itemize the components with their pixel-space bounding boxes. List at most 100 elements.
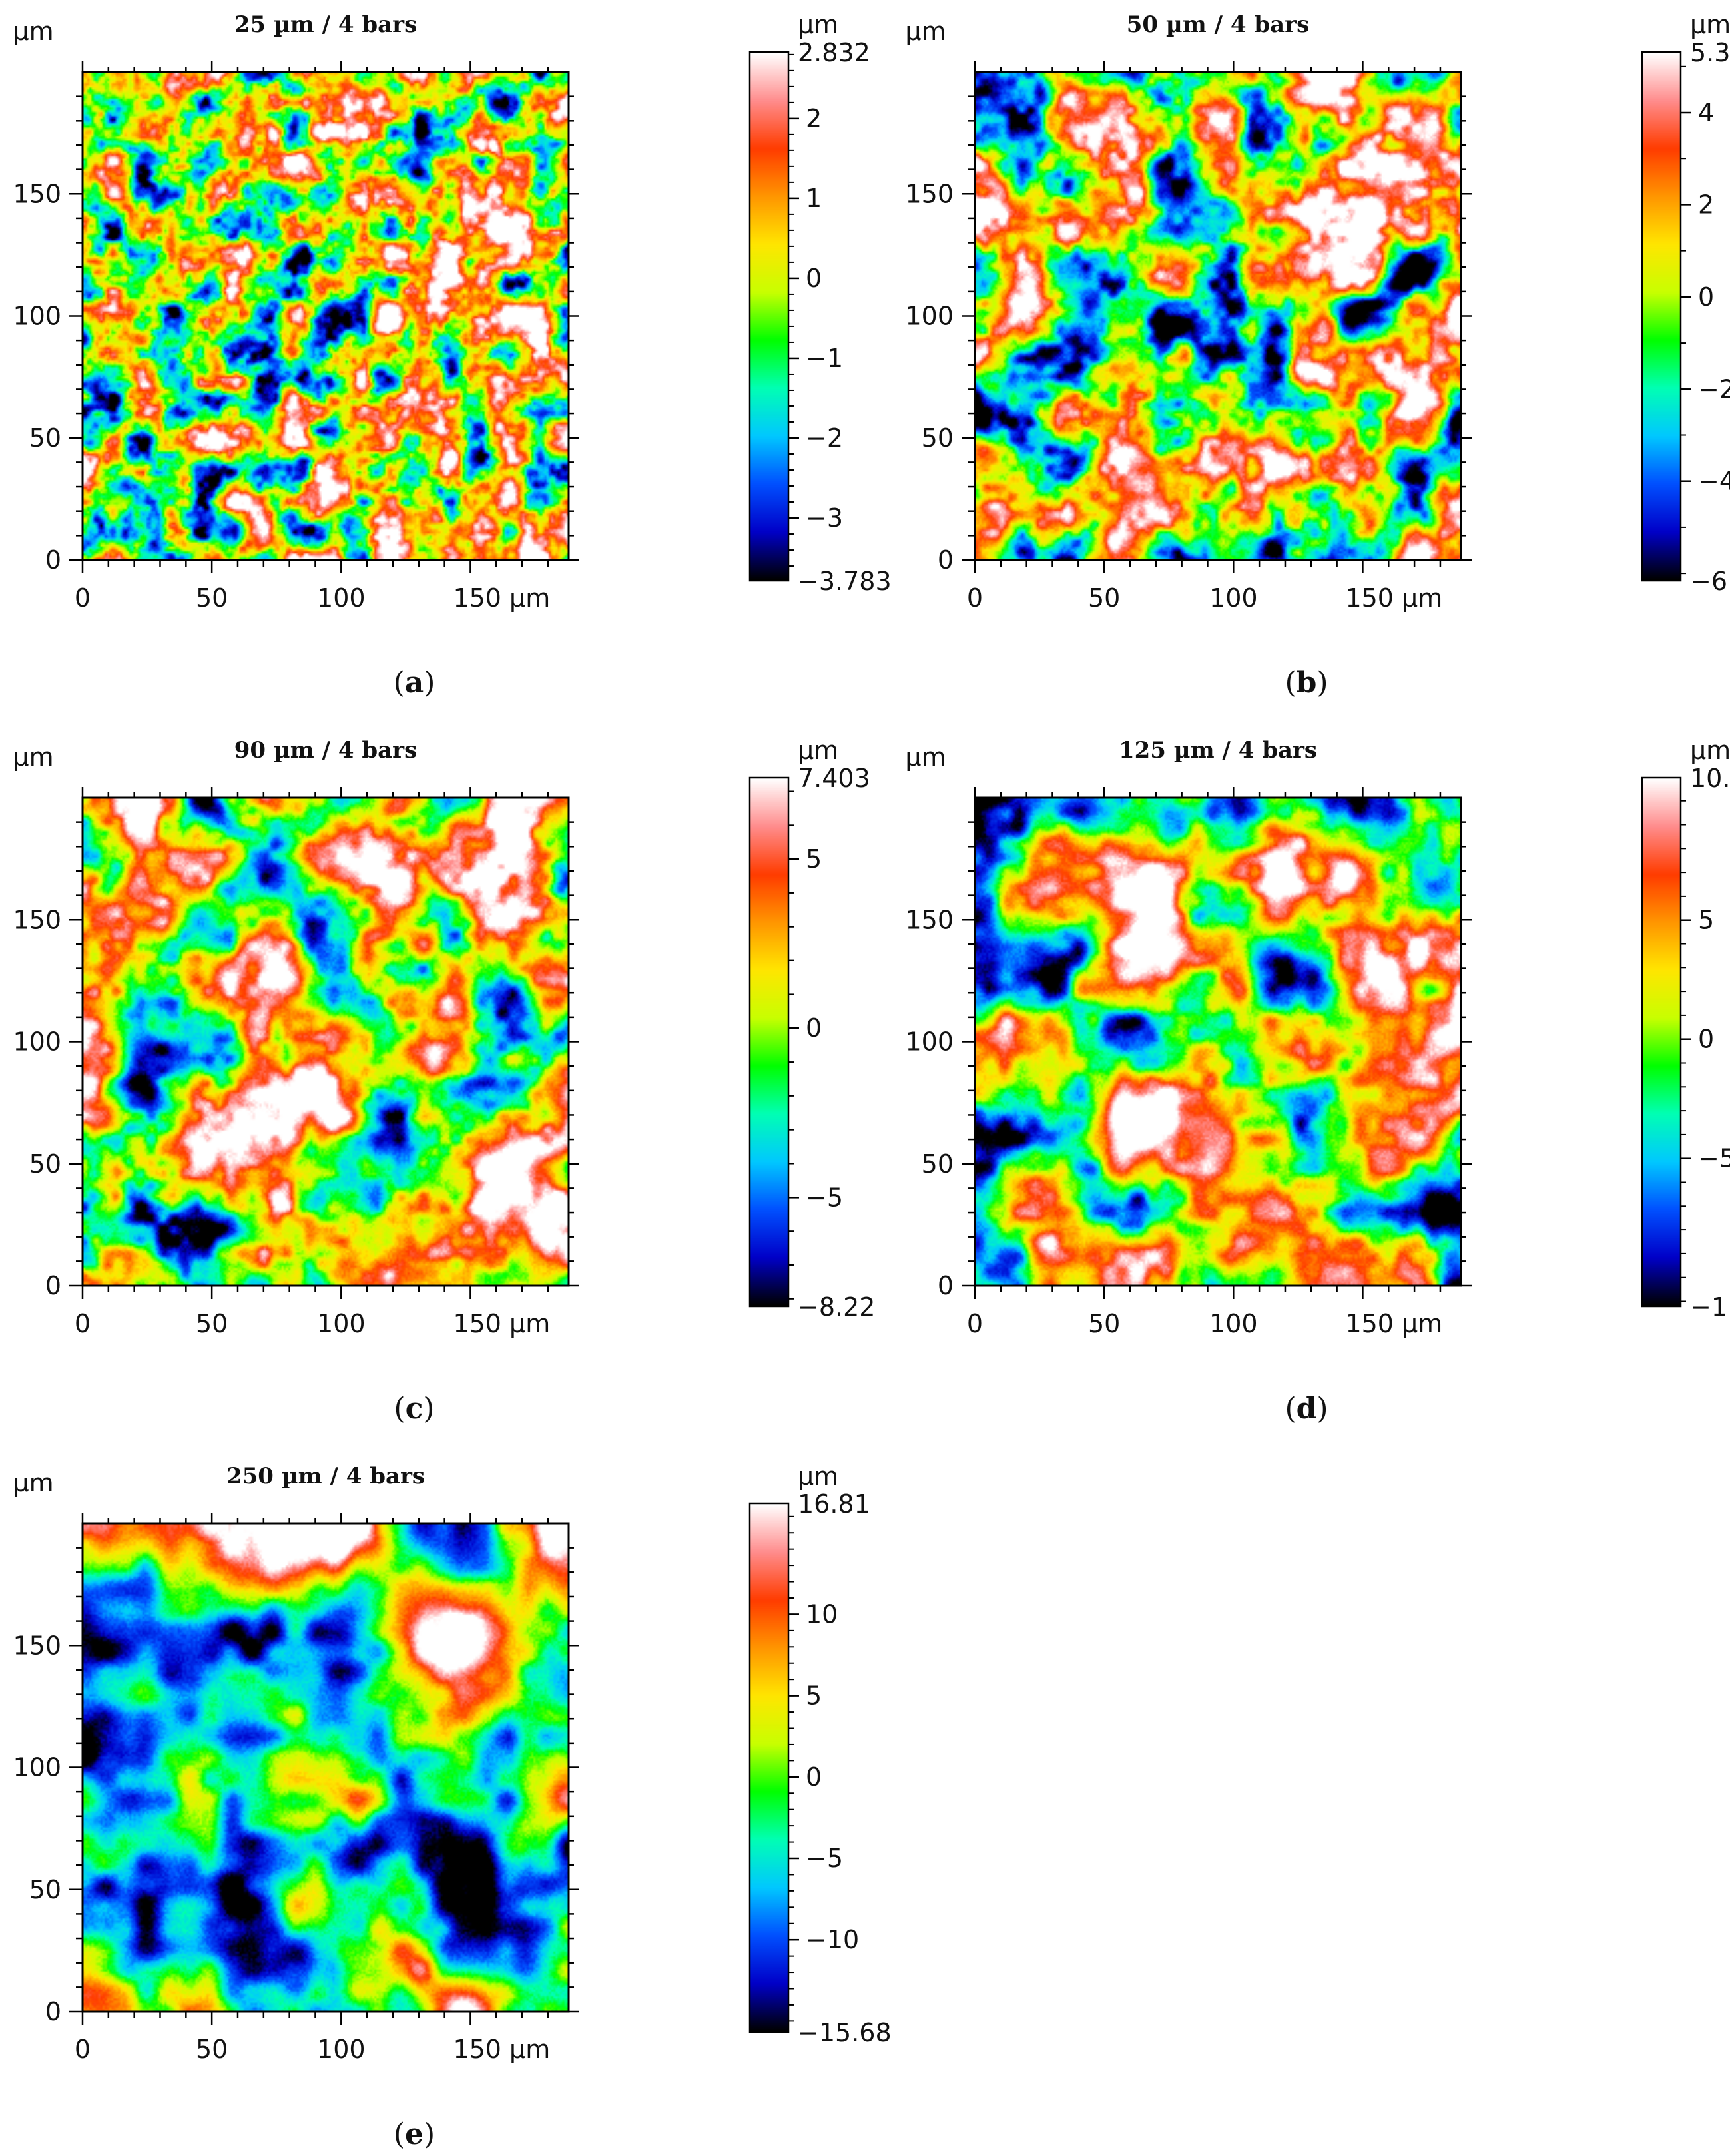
caption-letter: e xyxy=(405,2117,424,2151)
y-tick-label: 0 xyxy=(45,1997,61,2026)
caption-paren-open: ( xyxy=(394,2117,405,2151)
x-tick-label: 100 xyxy=(317,1309,366,1338)
y-tick-label: 50 xyxy=(29,1875,61,1904)
colorbar-tick-label: 0 xyxy=(806,1762,822,1792)
heatmap-surface xyxy=(975,798,1461,1286)
colorbar-tick-label: 2 xyxy=(1698,190,1714,219)
y-tick-label: 50 xyxy=(922,1149,954,1179)
y-tick-label: 100 xyxy=(905,302,954,331)
colorbar: µm5.315 −6.157 4 2 0 −2 −4 xyxy=(1641,10,1730,596)
panel-caption: (c) xyxy=(394,1392,434,1426)
x-tick-label: 100 xyxy=(317,583,366,613)
y-tick-label: 50 xyxy=(922,423,954,453)
y-tick-label: 150 xyxy=(13,179,61,208)
y-tick-label: 0 xyxy=(938,545,954,575)
colorbar: µm7.403 −8.22 5 0 −5 xyxy=(748,736,875,1322)
colorbar-tick-label: −2 xyxy=(1698,374,1730,404)
chart-title: 125 µm / 4 bars xyxy=(1119,737,1317,764)
y-tick-label: 0 xyxy=(938,1271,954,1300)
colorbar-gradient xyxy=(750,1503,788,2032)
colorbar-min-label: −6.157 xyxy=(1690,567,1730,596)
x-tick-label: 100 xyxy=(317,2035,366,2064)
caption-paren-close: ) xyxy=(423,1392,434,1426)
colorbar-tick-label: 5 xyxy=(806,1681,822,1711)
x-tick-label: 0 xyxy=(967,1309,983,1338)
y-axis-unit: µm xyxy=(13,17,53,46)
colorbar-gradient xyxy=(1642,52,1681,581)
caption-paren-open: ( xyxy=(394,666,405,700)
colorbar-tick-label: 4 xyxy=(1698,98,1714,127)
x-tick-label: 50 xyxy=(196,1309,228,1338)
colorbar-unit: µm xyxy=(1690,736,1730,765)
caption-letter: b xyxy=(1297,666,1317,700)
x-tick-label: 150 µm xyxy=(1345,1309,1442,1338)
x-tick-label: 150 µm xyxy=(453,583,550,613)
colorbar-frame xyxy=(748,51,790,582)
colorbar-tick-label: 5 xyxy=(806,844,822,874)
colorbar-max-label: 7.403 xyxy=(798,764,870,793)
caption-paren-close: ) xyxy=(1316,666,1328,700)
colorbar-tick-label: −5 xyxy=(806,1844,843,1873)
x-tick-label: 100 xyxy=(1209,1309,1258,1338)
x-tick-label: 0 xyxy=(967,583,983,613)
panel-caption: (d) xyxy=(1285,1392,1328,1426)
colorbar-gradient xyxy=(750,778,788,1306)
caption-paren-open: ( xyxy=(394,1392,405,1426)
caption-letter: c xyxy=(406,1392,424,1426)
x-tick-label: 100 xyxy=(1209,583,1258,613)
colorbar-gradient xyxy=(750,52,788,581)
x-tick-label: 0 xyxy=(75,583,91,613)
colorbar-tick-label: −3 xyxy=(806,503,843,533)
colorbar-tick-label: −5 xyxy=(806,1183,843,1212)
heatmap-surface xyxy=(975,72,1461,560)
y-tick-label: 150 xyxy=(13,905,61,934)
y-tick-label: 150 xyxy=(905,905,954,934)
colorbar-min-label: −11.21 xyxy=(1690,1292,1730,1322)
panel-caption: (b) xyxy=(1285,666,1328,700)
y-tick-label: 150 xyxy=(905,179,954,208)
x-tick-label: 150 µm xyxy=(453,2035,550,2064)
colorbar-min-label: −15.68 xyxy=(798,2018,892,2047)
caption-letter: a xyxy=(405,666,424,700)
colorbar-tick-label: 0 xyxy=(806,1013,822,1043)
colorbar-tick-label: −1 xyxy=(806,344,843,373)
caption-paren-open: ( xyxy=(1285,666,1296,700)
colorbar-max-label: 2.832 xyxy=(798,38,870,67)
panel-caption: (a) xyxy=(394,666,435,700)
x-tick-label: 150 µm xyxy=(453,1309,550,1338)
colorbar-tick-label: −2 xyxy=(806,423,843,453)
chart-title: 25 µm / 4 bars xyxy=(234,11,417,38)
x-tick-label: 50 xyxy=(1088,1309,1120,1338)
colorbar-tick-label: −5 xyxy=(1698,1144,1730,1173)
colorbar-max-label: 5.315 xyxy=(1690,38,1730,67)
colorbar-unit: µm xyxy=(798,1462,838,1491)
colorbar-gradient xyxy=(1642,778,1681,1306)
x-tick-label: 0 xyxy=(75,2035,91,2064)
chart-title: 250 µm / 4 bars xyxy=(226,1463,425,1489)
y-axis-unit: µm xyxy=(905,742,946,772)
colorbar-tick-label: 0 xyxy=(1698,1025,1714,1054)
caption-letter: d xyxy=(1297,1392,1317,1426)
colorbar-tick-label: −4 xyxy=(1698,467,1730,496)
caption-paren-close: ) xyxy=(424,666,435,700)
colorbar-frame xyxy=(1641,776,1682,1308)
colorbar-tick-label: −10 xyxy=(806,1925,859,1954)
colorbar-frame xyxy=(748,776,790,1308)
colorbar-min-label: −8.22 xyxy=(798,1292,875,1322)
y-axis-unit: µm xyxy=(13,742,53,772)
x-tick-label: 50 xyxy=(196,2035,228,2064)
y-tick-label: 100 xyxy=(13,302,61,331)
y-tick-label: 50 xyxy=(29,423,61,453)
colorbar-tick-label: 0 xyxy=(1698,282,1714,312)
x-tick-label: 150 µm xyxy=(1345,583,1442,613)
y-axis-unit: µm xyxy=(905,17,946,46)
colorbar-tick-label: 1 xyxy=(806,184,822,213)
colorbar-tick-label: 2 xyxy=(806,104,822,133)
